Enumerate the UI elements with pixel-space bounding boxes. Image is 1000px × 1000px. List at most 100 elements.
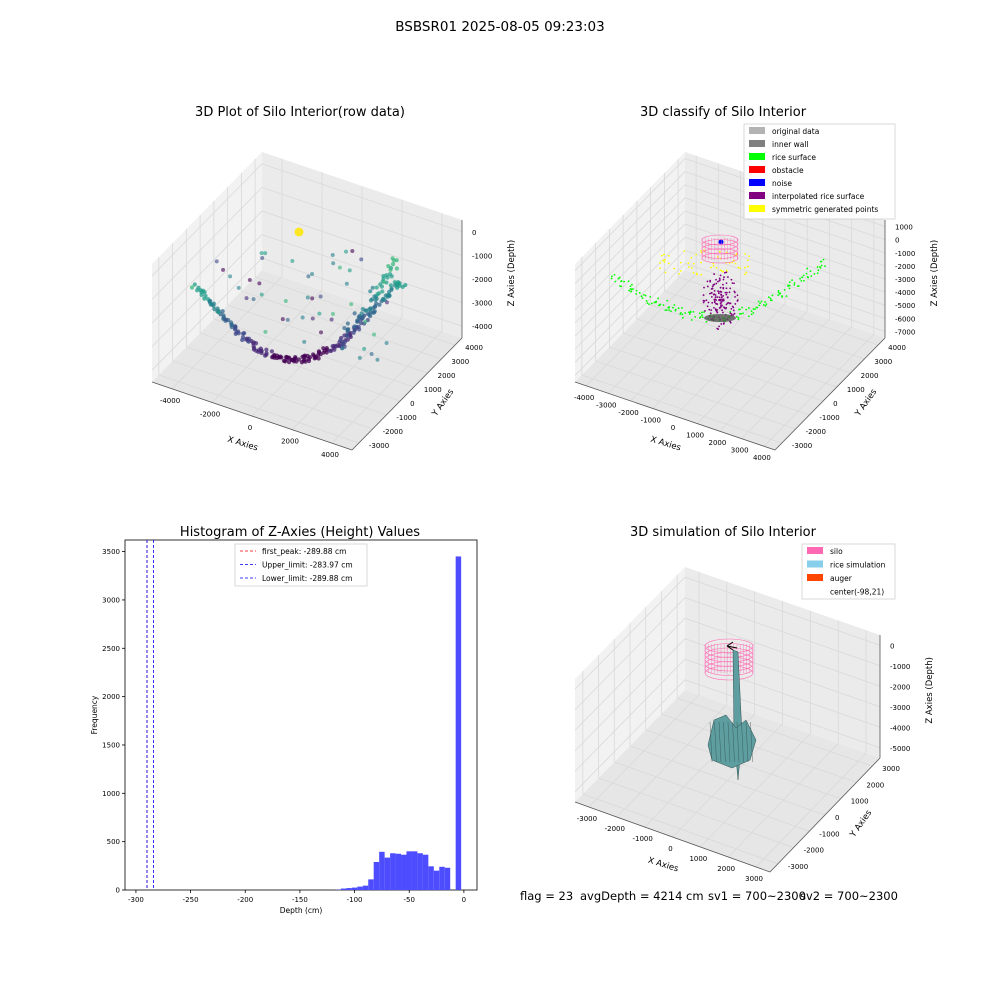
p1-point [303,359,308,364]
p1-point [310,316,315,321]
p2-interpolated-point [719,299,722,302]
p1-y-tick-label: 4000 [465,344,483,352]
p1-point [376,291,382,296]
p2-interpolated-point [720,323,723,325]
p3-histogram-bar [444,867,451,890]
p4-rice-mesh-line [727,721,731,763]
p2-grid-y [650,187,851,374]
p2-rice-surface-point [816,266,819,268]
p1-grid-x [251,186,363,417]
p2-rice-surface-point [793,284,796,286]
p2-rice-surface-point [758,304,761,307]
p2-legend: original data inner wall rice surface obsta… [743,123,896,220]
p2-rice-surface-point [649,295,652,298]
p1-point [317,311,322,316]
p1-y-tick-label: -1000 [396,414,416,422]
p2-interpolated-point [725,271,728,274]
p2-rice-surface-point [688,311,690,314]
p2-symmetric-point [746,259,749,262]
p2-rice-surface-point [672,306,674,309]
p1-z-tick-label: -4000 [472,323,492,331]
p2-grid-y [622,215,824,402]
p4-grid-y [629,623,826,816]
p1-point [352,324,357,329]
p4-legend-label: auger [830,574,853,583]
p2-rice-surface-point [785,295,788,297]
p2-symmetric-point [692,262,695,265]
p1-point [290,258,295,263]
p2-interpolated-point [722,286,725,289]
p4-grid-x [700,610,811,848]
p2-interpolated-point [716,303,719,305]
p1-point [263,329,268,334]
p1-point [264,347,269,352]
p2-symmetric-point [664,271,667,274]
p4-rice-mesh-line [745,721,749,763]
p2-x-tick-label: 2000 [709,439,727,447]
p2-rice-surface-point [813,272,816,275]
p3-histogram-bar [357,886,363,890]
p1-point [349,302,354,307]
p2-rice-surface-point [701,316,704,319]
p2-legend-swatch [749,179,765,186]
p2-symmetric-point [722,270,724,273]
p2-rice-surface-point [754,308,756,311]
p2-grid-x [763,216,875,447]
p4-grid-x [588,571,700,808]
p1-point [307,355,313,360]
p2-rice-surface-point [690,319,693,321]
p3-x-tick-label: -50 [404,896,415,904]
p2-rice-surface-point [816,272,819,275]
p2-grid-x [674,186,786,417]
p1-point [344,281,349,286]
p2-rice-surface-point [666,299,669,302]
p3-histogram-bar [362,885,369,890]
p2-x-tick-label: 4000 [753,454,771,462]
p4-x-tick-label: 3000 [745,875,763,883]
p1-point [394,258,399,263]
p2-rice-surface-point [701,311,703,314]
p2-rice-surface-point [688,313,691,315]
p2-interpolated-point [719,279,721,281]
p1-grid-y [172,243,373,430]
p2-interpolated-point [733,282,735,285]
p4-x-tick-label: -3000 [577,815,597,823]
p2-interpolated-point [723,271,726,274]
p1-z-tick-label: 0 [472,229,476,237]
p3-histogram-bar [428,866,434,890]
status-sv1: sv1 = 700~2300 [708,889,806,903]
p2-rice-surface-point [610,275,613,278]
p4-grid-y [613,639,810,832]
p2-rice-surface-point [638,292,641,294]
p1-point [269,349,275,354]
p2-z-tick-label: 1000 [895,224,913,232]
p2-symmetric-point [683,250,686,252]
p4-x-tick-label: 0 [668,845,672,853]
p2-grid-y [663,173,865,360]
p2-interpolated-point [722,299,725,302]
p1-point [251,344,256,349]
p1-point [382,279,387,284]
p1-point [359,311,364,316]
p4-grid-z [574,679,881,793]
p1-point [388,283,394,288]
p3-y-tick-label: 2000 [102,693,120,701]
p2-rice-surface-point [705,320,708,323]
p1-point [352,311,357,316]
p2-rice-surface-point [748,307,750,309]
p2-interpolated-point [713,300,716,303]
p4-rice-mesh-line [741,721,744,763]
p4-z-axis-title: Z Axies (Depth) [925,657,935,724]
p2-rice-surface-point [668,306,671,308]
p2-rice-surface-point [809,270,812,273]
p2-interpolated-point [724,291,727,294]
p2-interpolated-point [703,299,706,302]
p2-interpolated-point [711,287,714,290]
p2-legend-label: noise [772,179,792,188]
p2-rice-surface-point [783,288,786,291]
p3-y-tick-label: 1500 [102,741,120,749]
p1-grid-x [211,172,323,403]
p2-interpolated-point [732,309,735,312]
p1-point [387,272,393,277]
p2-rice-surface-point [806,267,809,270]
